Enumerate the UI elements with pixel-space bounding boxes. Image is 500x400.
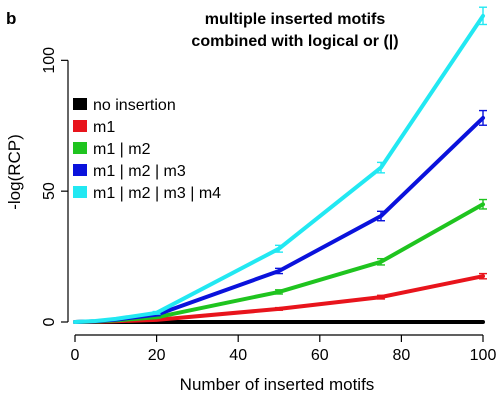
data-point bbox=[481, 202, 485, 206]
data-point bbox=[155, 311, 159, 315]
data-point bbox=[379, 295, 383, 299]
axes: 0 20 40 60 80 100 0 50 100 bbox=[41, 47, 496, 364]
panel-label: b bbox=[6, 9, 16, 28]
legend-swatch bbox=[73, 98, 87, 110]
legend-swatch bbox=[73, 186, 87, 198]
legend-swatch bbox=[73, 142, 87, 154]
data-point bbox=[379, 166, 383, 170]
legend-swatch bbox=[73, 120, 87, 132]
legend-label: m1 | m2 bbox=[93, 141, 151, 158]
data-point bbox=[277, 290, 281, 294]
data-point bbox=[481, 14, 485, 18]
series-layer bbox=[73, 6, 487, 324]
data-point bbox=[481, 116, 485, 120]
legend-swatch bbox=[73, 164, 87, 176]
x-tick-label: 0 bbox=[71, 347, 80, 364]
y-tick-label: 100 bbox=[41, 47, 58, 74]
chart-title-line-2: combined with logical or (|) bbox=[191, 33, 398, 50]
data-point bbox=[93, 319, 97, 323]
legend-label: m1 | m2 | m3 | m4 bbox=[93, 185, 221, 202]
data-point bbox=[73, 320, 77, 324]
x-tick-label: 40 bbox=[229, 347, 247, 364]
data-point bbox=[277, 269, 281, 273]
data-point bbox=[481, 320, 485, 324]
data-point bbox=[379, 260, 383, 264]
series-line bbox=[73, 202, 485, 324]
series-2 bbox=[73, 198, 487, 324]
x-tick-label: 100 bbox=[470, 347, 497, 364]
series-4 bbox=[73, 6, 487, 324]
x-tick-label: 80 bbox=[393, 347, 411, 364]
data-point bbox=[481, 274, 485, 278]
x-axis-title: Number of inserted motifs bbox=[180, 375, 375, 394]
legend-label: no insertion bbox=[93, 97, 176, 114]
legend: no insertion m1 m1 | m2 m1 | m2 | m3 m1 | m2… bbox=[73, 97, 221, 202]
data-point bbox=[114, 317, 118, 321]
chart-title-line-1: multiple inserted motifs bbox=[205, 11, 386, 28]
data-point bbox=[277, 247, 281, 251]
legend-label: m1 | m2 | m3 bbox=[93, 163, 186, 180]
y-axis-title: -log(RCP) bbox=[5, 134, 24, 210]
legend-label: m1 bbox=[93, 119, 115, 136]
data-point bbox=[379, 320, 383, 324]
x-tick-label: 60 bbox=[311, 347, 329, 364]
x-tick-label: 20 bbox=[148, 347, 166, 364]
data-point bbox=[379, 214, 383, 218]
y-tick-label: 0 bbox=[41, 317, 58, 326]
data-point bbox=[277, 320, 281, 324]
data-point bbox=[277, 307, 281, 311]
y-tick-label: 50 bbox=[41, 182, 58, 200]
